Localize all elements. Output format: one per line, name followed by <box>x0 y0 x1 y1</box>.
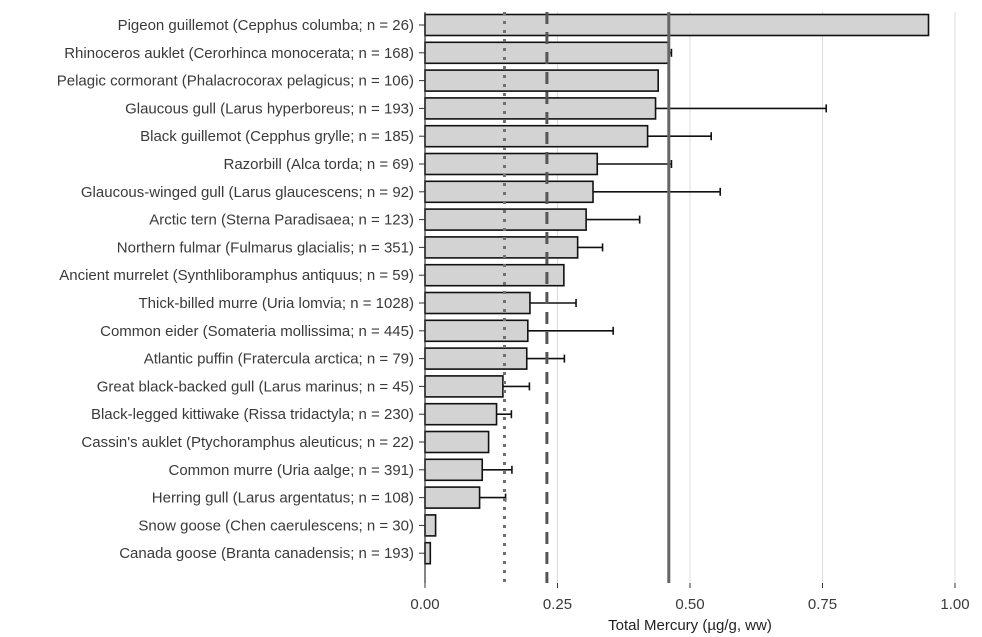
grid-lines <box>557 12 956 583</box>
category-label: Pelagic cormorant (Phalacrocorax pelagic… <box>57 73 414 90</box>
x-tick-label: 0.00 <box>410 596 439 613</box>
bars <box>424 13 930 565</box>
category-label: Common murre (Uria aalge; n = 391) <box>168 462 414 479</box>
bar <box>424 13 930 37</box>
category-label: Arctic tern (Sterna Paradisaea; n = 123) <box>149 212 414 229</box>
bar <box>424 458 484 482</box>
category-label: Common eider (Somateria mollissima; n = … <box>100 323 414 340</box>
category-label: Razorbill (Alca torda; n = 69) <box>223 156 414 173</box>
category-label: Canada goose (Branta canadensis; n = 193… <box>119 545 414 562</box>
category-label: Pigeon guillemot (Cepphus columba; n = 2… <box>118 17 414 34</box>
category-label: Glaucous gull (Larus hyperboreus; n = 19… <box>125 100 414 117</box>
bar <box>424 97 657 120</box>
bar <box>424 69 659 92</box>
bar <box>424 514 437 537</box>
category-label: Rhinoceros auklet (Cerorhinca monocerata… <box>64 45 414 62</box>
bar <box>424 486 481 509</box>
bar <box>424 430 490 454</box>
category-label: Northern fulmar (Fulmarus glacialis; n =… <box>117 239 414 256</box>
bar <box>424 180 594 204</box>
bar <box>424 541 432 565</box>
x-tick-label: 0.75 <box>808 596 837 613</box>
x-axis-ticks: 0.00 0.25 0.50 0.75 1.00 <box>410 583 970 613</box>
category-label: Ancient murrelet (Synthliboramphus antiq… <box>59 267 414 284</box>
x-tick-label: 1.00 <box>940 596 969 613</box>
category-label: Glaucous-winged gull (Larus glaucescens;… <box>81 184 414 201</box>
reference-lines <box>503 12 671 583</box>
category-label: Black-legged kittiwake (Rissa tridactyla… <box>91 406 414 423</box>
category-label: Herring gull (Larus argentatus; n = 108) <box>152 490 414 507</box>
bar <box>424 236 579 259</box>
x-axis-title: Total Mercury (µg/g, ww) <box>608 617 772 634</box>
bar <box>424 124 649 148</box>
x-tick-label: 0.25 <box>543 596 572 613</box>
category-label: Snow goose (Chen caerulescens; n = 30) <box>138 517 414 534</box>
bar <box>424 291 531 315</box>
bar <box>424 263 565 287</box>
category-label: Atlantic puffin (Fratercula arctica; n =… <box>144 351 414 368</box>
bar <box>424 347 528 370</box>
category-label: Great black-backed gull (Larus marinus; … <box>97 378 414 395</box>
bar <box>424 152 599 176</box>
bar <box>424 402 498 426</box>
category-label: Black guillemot (Cepphus grylle; n = 185… <box>140 128 414 145</box>
x-tick-label: 0.50 <box>675 596 704 613</box>
category-label: Thick-billed murre (Uria lomvia; n = 102… <box>138 295 414 312</box>
category-labels: Pigeon guillemot (Cepphus columba; n = 2… <box>57 17 425 562</box>
category-label: Cassin's auklet (Ptychoramphus aleuticus… <box>81 434 414 451</box>
bar <box>424 375 504 398</box>
bar <box>424 319 529 343</box>
